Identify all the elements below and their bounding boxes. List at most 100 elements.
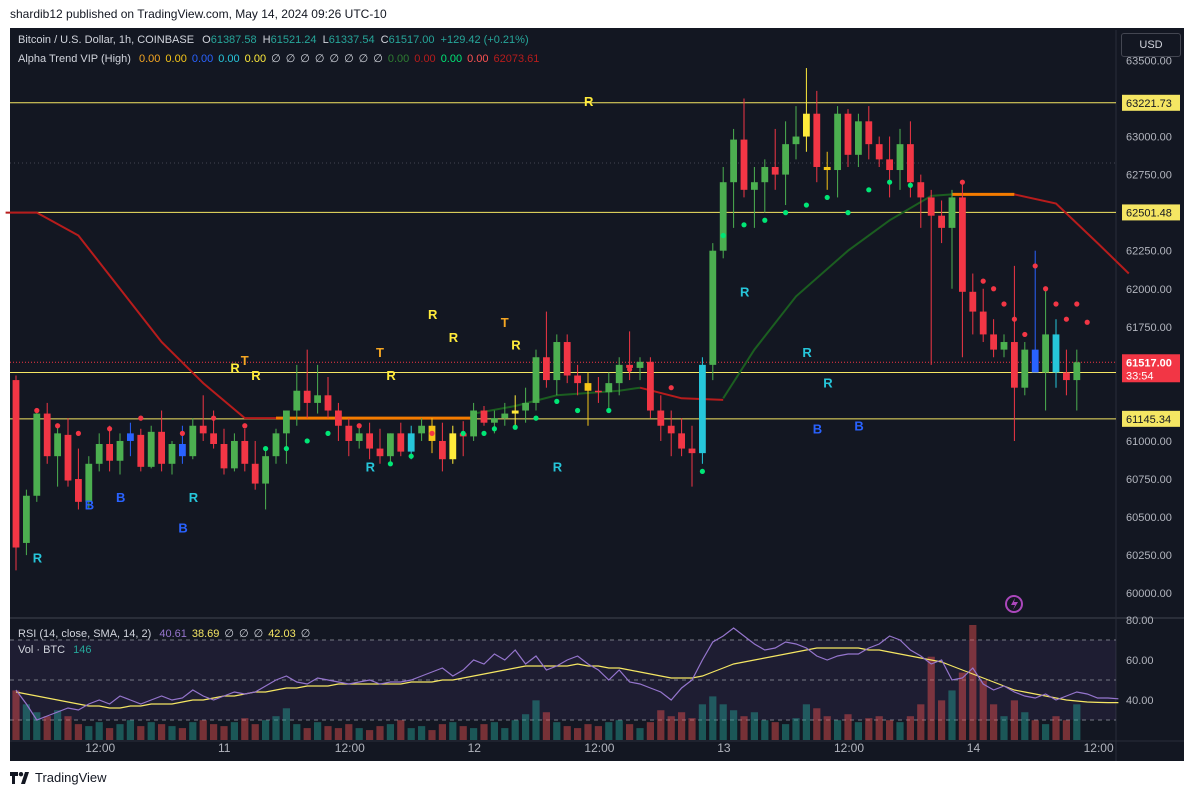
candle-body — [407, 433, 415, 452]
signal-dot — [991, 286, 997, 292]
indicator-value-3: 0.00 — [218, 53, 240, 65]
volume-bar — [626, 724, 634, 740]
indicator-value-14: 0.00 — [414, 53, 436, 65]
signal-label: R — [386, 368, 396, 383]
price-tick-label: 60750.00 — [1126, 474, 1172, 486]
volume-bar — [542, 712, 550, 740]
candle-body — [397, 433, 405, 452]
volume-bar — [241, 718, 249, 740]
candle-body — [574, 375, 581, 384]
candle-body — [324, 395, 332, 411]
volume-bar — [106, 728, 114, 740]
level-tag-label: 62501.48 — [1126, 207, 1172, 219]
alpha-trend-line — [639, 386, 724, 401]
price-tick-label: 61750.00 — [1126, 322, 1172, 334]
candle-body — [834, 113, 841, 171]
time-tick-label: 12:00 — [335, 741, 365, 755]
volume-bar — [1000, 716, 1008, 740]
candle-body — [33, 413, 41, 496]
signal-dot — [1022, 331, 1028, 338]
candle-body — [875, 144, 883, 160]
volume-bar — [303, 728, 311, 740]
indicator-name[interactable]: Alpha Trend VIP (High) — [18, 53, 131, 65]
candle-body — [199, 425, 207, 434]
footer-brand[interactable]: TradingView — [10, 770, 107, 785]
volume-bar — [126, 720, 134, 740]
rsi-value-4: ∅ — [253, 628, 264, 640]
volume-bar — [532, 700, 540, 740]
volume-name[interactable]: Vol · BTC — [18, 644, 66, 656]
indicator-value-12: ∅ — [373, 53, 383, 65]
volume-bar — [407, 728, 415, 740]
volume-bar — [314, 722, 322, 740]
candle-body — [699, 364, 706, 454]
candle-body — [615, 364, 623, 384]
signal-dot — [34, 407, 40, 414]
currency-button[interactable]: USD — [1121, 33, 1181, 57]
volume-bar — [730, 710, 738, 740]
volume-bar — [262, 720, 270, 740]
candle-body — [740, 139, 748, 190]
candle-body — [106, 444, 113, 461]
ohlc-high-value: 61521.24 — [270, 34, 317, 46]
candle-body — [241, 440, 249, 464]
signal-dot — [325, 430, 331, 436]
volume-bar — [459, 726, 467, 740]
candle-body — [532, 357, 540, 403]
symbol-name: Bitcoin / U.S. Dollar, 1h, COINBASE — [18, 34, 195, 46]
volume-bar — [74, 724, 82, 740]
signal-dot — [211, 415, 217, 421]
signal-dot — [575, 407, 581, 414]
price-tick-label: 61000.00 — [1126, 436, 1172, 448]
volume-bar — [886, 720, 894, 740]
indicator-value-11: ∅ — [358, 53, 369, 65]
volume-bar — [771, 722, 779, 740]
volume-bar — [906, 716, 914, 740]
candle-body — [522, 402, 529, 411]
indicator-value-8: ∅ — [314, 53, 325, 65]
signal-label: R — [230, 360, 240, 375]
volume-bar — [1031, 720, 1039, 740]
candle-body — [886, 159, 893, 171]
price-tick-label: 63000.00 — [1126, 132, 1172, 144]
volume-bar — [563, 726, 571, 740]
candle-body — [345, 425, 353, 441]
level-tag-label: 63221.73 — [1126, 98, 1172, 110]
countdown-label: 33:54 — [1126, 370, 1154, 382]
candle-body — [12, 380, 20, 548]
rsi-tick-label: 80.00 — [1126, 615, 1154, 627]
time-tick-label: 12:00 — [834, 741, 864, 755]
indicator-value-13: 0.00 — [387, 53, 410, 65]
volume-bar — [896, 722, 904, 740]
volume-bar — [272, 716, 280, 740]
ohlc-open-label: O — [202, 34, 211, 46]
ohlc-high: H61521.24 — [263, 34, 317, 46]
candle-body — [127, 433, 134, 441]
ohlc-close: C61517.00 — [381, 34, 435, 46]
rsi-name[interactable]: RSI (14, close, SMA, 14, 2) — [18, 628, 152, 640]
volume-bar — [615, 720, 623, 740]
signal-dot — [1043, 286, 1049, 292]
signal-dot — [304, 438, 310, 444]
volume-bar — [210, 724, 218, 740]
signal-dot — [762, 217, 768, 223]
indicator-legend: Alpha Trend VIP (High) 0.00 0.00 0.00 0.00 0… — [18, 52, 549, 65]
volume-bar — [594, 726, 602, 740]
signal-dot — [887, 179, 893, 185]
ohlc-close-value: 61517.00 — [388, 34, 435, 46]
candle-body — [251, 463, 259, 484]
signal-label: B — [854, 418, 863, 433]
signal-dot — [824, 194, 830, 201]
volume-bar — [178, 728, 186, 740]
indicator-value-9: ∅ — [329, 53, 340, 65]
signal-dot — [460, 430, 466, 436]
candle-body — [168, 444, 176, 464]
volume-bar — [158, 724, 166, 740]
volume-bar — [22, 704, 30, 740]
candle-body — [179, 444, 186, 457]
chart-panel[interactable] — [10, 28, 1184, 761]
ohlc-low-label: L — [322, 34, 329, 46]
rsi-value-0: 40.61 — [159, 628, 187, 640]
indicator-value-2: 0.00 — [191, 53, 214, 65]
